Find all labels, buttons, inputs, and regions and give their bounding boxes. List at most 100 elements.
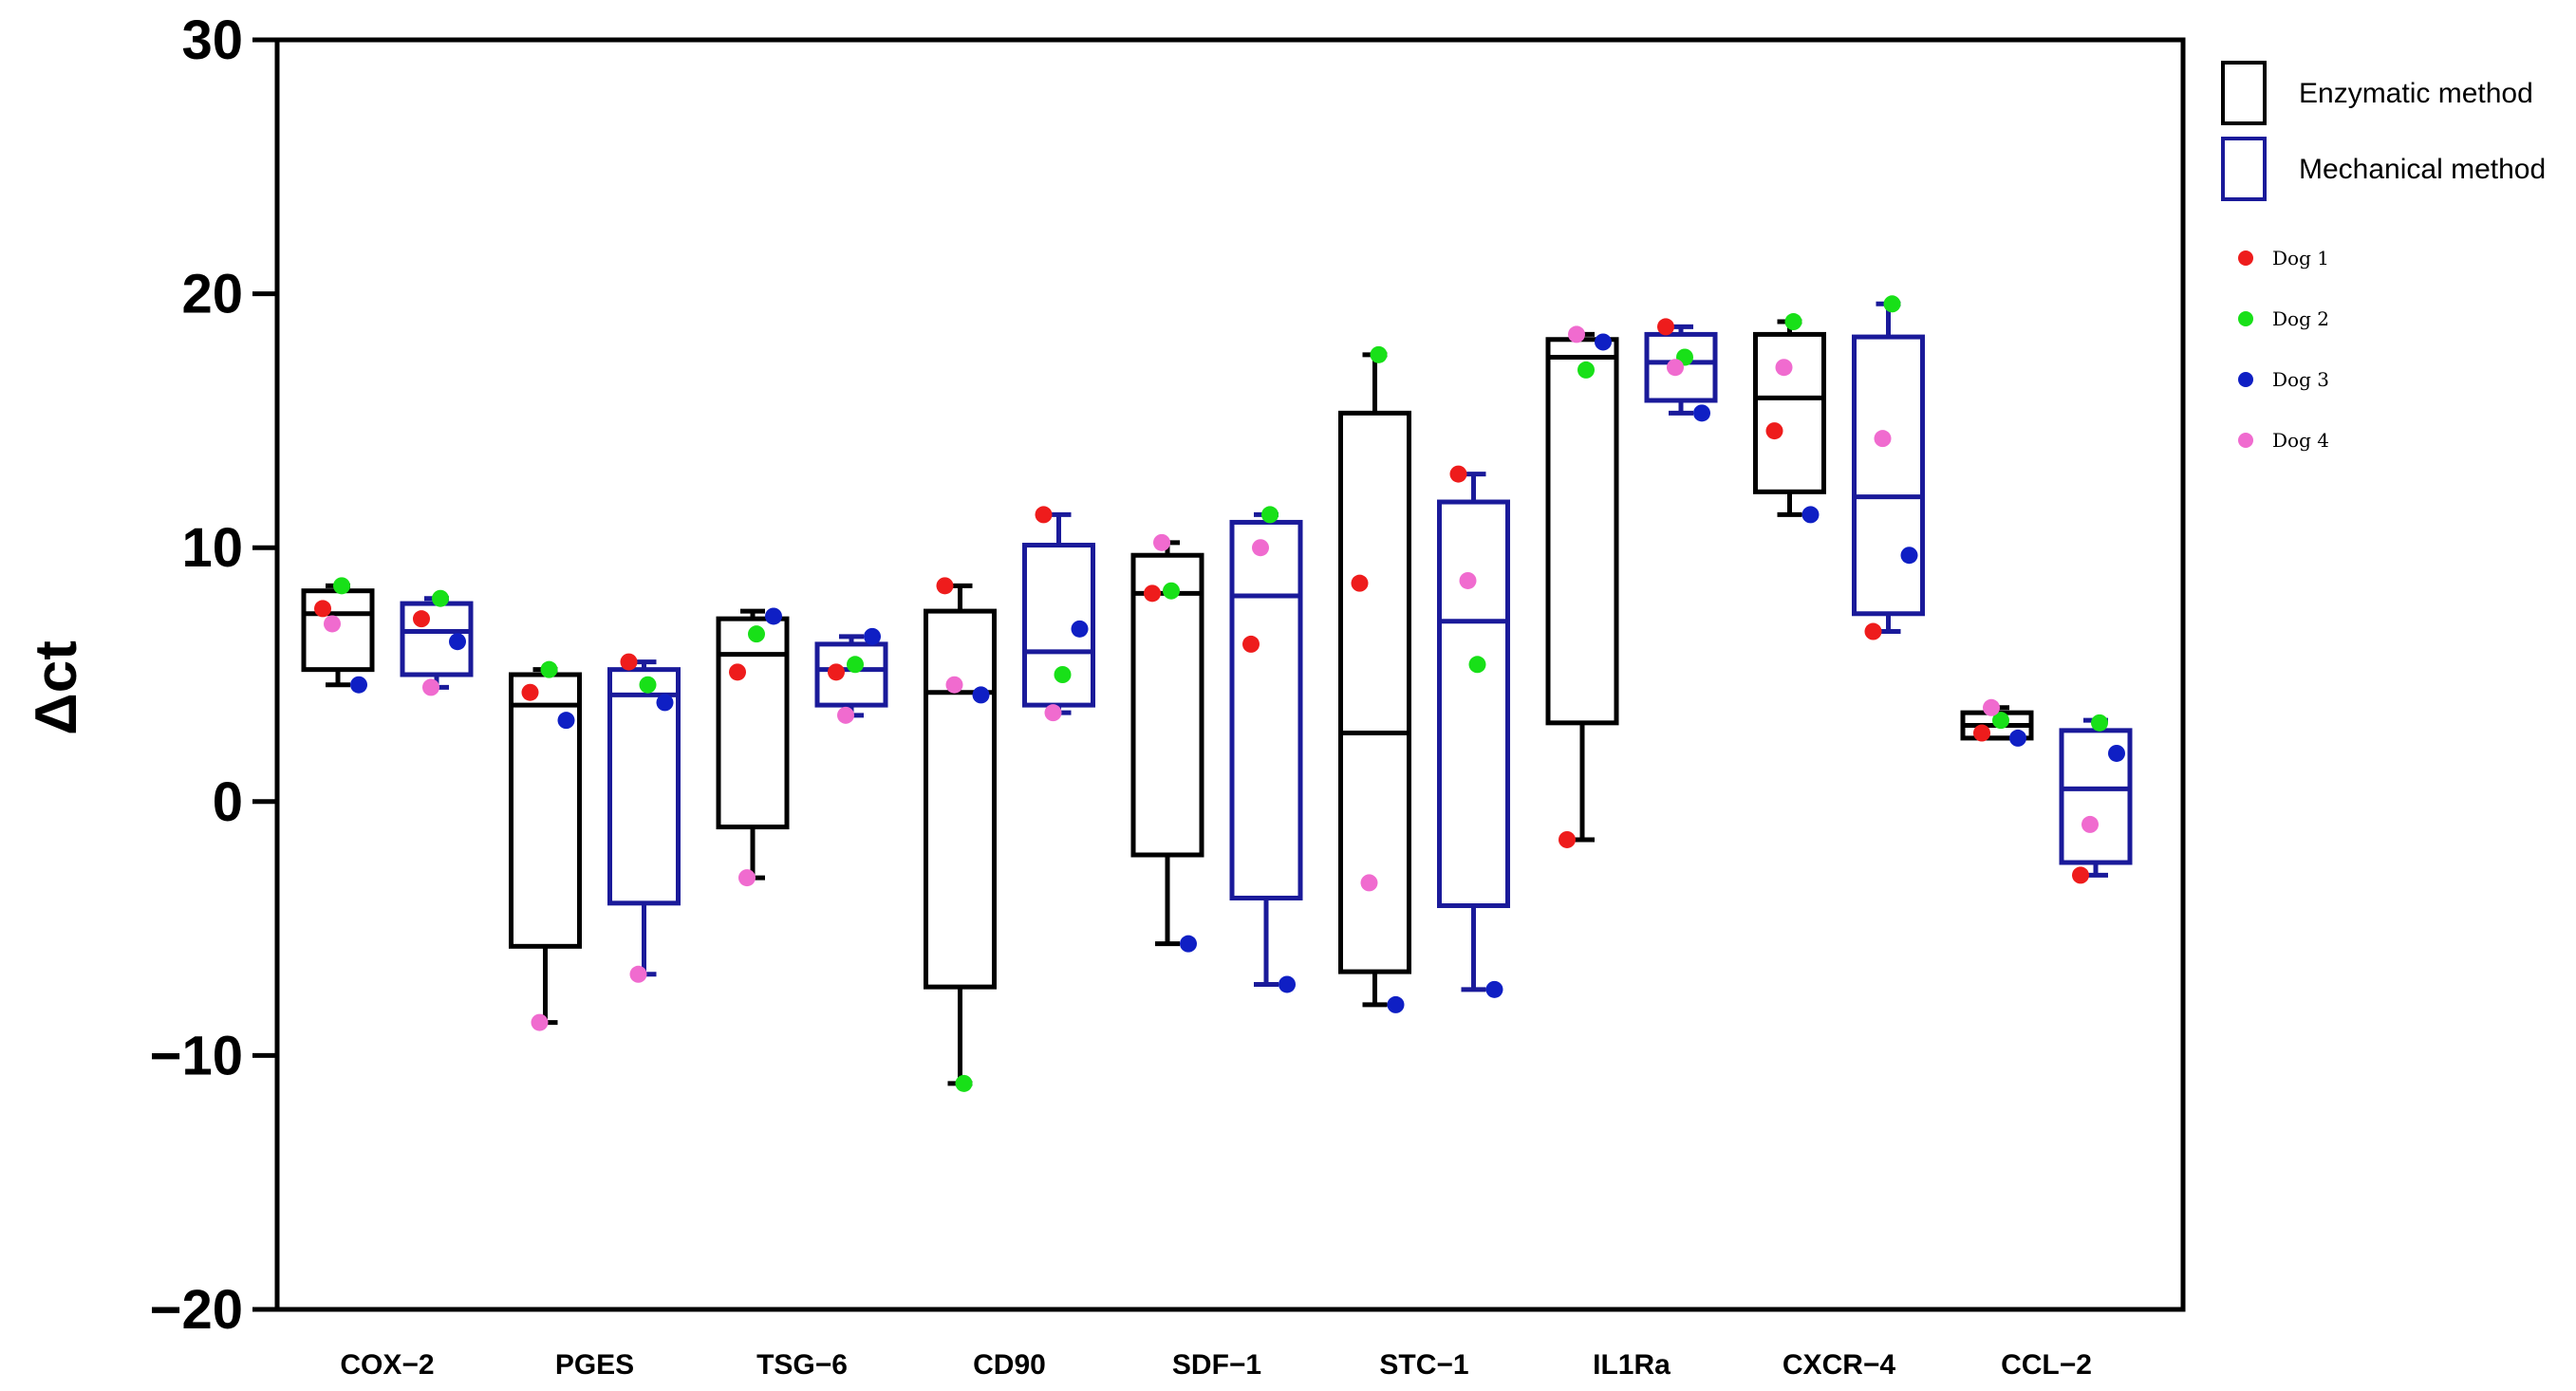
- point-dog-4: [324, 615, 341, 633]
- point-dog-2: [333, 577, 350, 595]
- point-dog-2: [1261, 506, 1279, 524]
- box-iqr: [1753, 331, 1826, 494]
- box-enzymatic: [716, 608, 790, 881]
- point-dog-3: [1801, 506, 1820, 524]
- y-tick-label: −20: [150, 1279, 243, 1341]
- legend-dog-marker: [2238, 372, 2253, 387]
- box-mechanical: [814, 634, 888, 718]
- point-dog-1: [1765, 422, 1783, 440]
- point-dog-4: [1874, 430, 1892, 448]
- point-dog-4: [1153, 533, 1170, 551]
- x-category-label: CXCR−4: [1783, 1349, 1896, 1381]
- point-dog-3: [1071, 620, 1089, 638]
- point-dog-2: [1883, 295, 1901, 313]
- box-series-group: [301, 301, 2133, 1086]
- box-iqr: [607, 667, 681, 906]
- box-iqr: [1022, 543, 1095, 708]
- box-enzymatic: [1338, 352, 1411, 1008]
- point-dog-4: [1667, 359, 1684, 377]
- point-dog-3: [1279, 975, 1296, 993]
- legend-dog-label: Dog 1: [2272, 247, 2329, 269]
- box-enzymatic: [1130, 540, 1204, 947]
- point-dog-1: [1973, 724, 1990, 742]
- box-mechanical: [1229, 511, 1303, 987]
- box-iqr: [814, 641, 888, 708]
- x-category-label: STC−1: [1379, 1349, 1468, 1381]
- point-dog-3: [350, 676, 367, 694]
- point-dog-4: [1568, 325, 1585, 343]
- point-dog-3: [864, 627, 881, 645]
- box-enzymatic: [1545, 331, 1619, 843]
- point-dog-4: [1360, 874, 1378, 892]
- point-dog-3: [2009, 729, 2026, 747]
- x-category-label: CD90: [973, 1349, 1046, 1381]
- x-category-label: COX−2: [340, 1349, 434, 1381]
- x-category-label: CCL−2: [2001, 1349, 2092, 1381]
- point-dog-2: [1577, 361, 1595, 379]
- point-dog-1: [521, 683, 539, 701]
- point-dog-2: [847, 656, 864, 674]
- y-tick-label: 30: [181, 9, 243, 71]
- point-dog-1: [620, 653, 638, 671]
- point-dog-1: [1035, 506, 1053, 524]
- point-dog-1: [314, 600, 331, 618]
- point-dog-4: [531, 1013, 549, 1031]
- point-dog-4: [945, 676, 963, 694]
- box-mechanical: [2059, 717, 2133, 878]
- box-enzymatic: [924, 583, 997, 1086]
- point-dog-3: [656, 694, 674, 712]
- point-dog-4: [422, 678, 439, 696]
- legend-dog-marker: [2238, 433, 2253, 448]
- legend-dog-label: Dog 3: [2272, 368, 2329, 391]
- box-iqr: [1644, 331, 1718, 403]
- point-dog-4: [2081, 815, 2099, 833]
- y-tick-label: 0: [213, 771, 243, 833]
- point-dog-2: [2091, 714, 2108, 732]
- x-category-label: PGES: [555, 1349, 634, 1381]
- legend: Enzymatic method Mechanical method Dog 1 Do…: [2221, 61, 2546, 452]
- point-dog-1: [1242, 635, 1260, 653]
- point-dog-2: [1163, 582, 1180, 600]
- point-dog-2: [1468, 656, 1486, 674]
- legend-method-swatch: [2221, 61, 2267, 125]
- dog-points-group: [314, 295, 2125, 1092]
- point-dog-4: [1044, 704, 1062, 722]
- point-dog-1: [1449, 465, 1467, 483]
- x-category-label: IL1Ra: [1593, 1349, 1671, 1381]
- point-dog-4: [1459, 571, 1477, 589]
- legend-method-label: Enzymatic method: [2299, 78, 2533, 109]
- point-dog-1: [1351, 574, 1369, 592]
- box-iqr: [1437, 499, 1510, 909]
- box-mechanical: [1437, 472, 1510, 992]
- x-axis-category-labels: COX−2 PGES TSG−6 CD90 SDF−1 STC−1 IL1Ra CXCR−4 C…: [340, 1349, 2092, 1381]
- box-iqr: [1229, 519, 1303, 900]
- point-dog-1: [1144, 584, 1161, 603]
- point-dog-4: [738, 869, 756, 887]
- point-dog-4: [1983, 698, 2000, 716]
- box-iqr: [1852, 334, 1925, 617]
- point-dog-1: [2072, 866, 2089, 884]
- y-axis-label-group: Δct: [24, 640, 89, 735]
- legend-dog-label: Dog 4: [2272, 429, 2329, 452]
- y-axis-ticks: 30 20 10 0 −10 −20: [150, 9, 277, 1341]
- point-dog-1: [828, 663, 845, 681]
- point-dog-3: [557, 712, 575, 730]
- point-dog-2: [432, 589, 449, 607]
- box-enzymatic: [1753, 319, 1826, 517]
- point-dog-1: [729, 663, 746, 681]
- x-category-label: SDF−1: [1172, 1349, 1261, 1381]
- point-dog-1: [1657, 318, 1674, 336]
- point-dog-3: [1180, 935, 1197, 953]
- box-enzymatic: [301, 583, 375, 688]
- point-dog-3: [1387, 995, 1405, 1013]
- point-dog-2: [1992, 712, 2009, 730]
- point-dog-3: [765, 607, 782, 625]
- point-dog-1: [413, 610, 430, 628]
- y-tick-label: 10: [181, 517, 243, 579]
- point-dog-4: [1775, 359, 1793, 377]
- point-dog-2: [639, 676, 657, 694]
- point-dog-1: [1559, 830, 1576, 848]
- point-dog-4: [629, 965, 647, 983]
- point-dog-2: [540, 660, 558, 678]
